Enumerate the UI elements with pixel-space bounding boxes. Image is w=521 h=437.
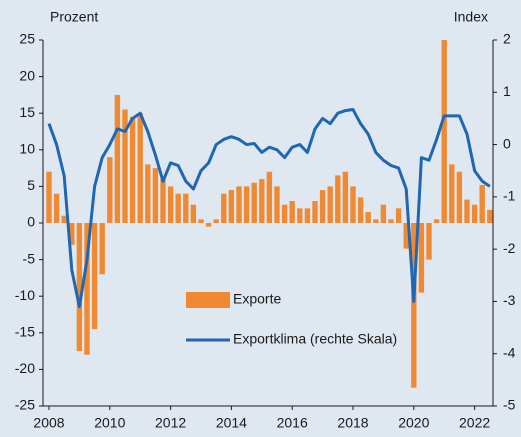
bar — [76, 223, 83, 352]
bar — [357, 197, 364, 223]
bar — [61, 215, 67, 223]
bar — [373, 219, 379, 223]
legend-label: Exportklima (rechte Skala) — [233, 331, 397, 347]
x-tick-label: 2008 — [33, 415, 64, 431]
y-tick-label: 10 — [19, 141, 35, 157]
legend-swatch — [186, 292, 230, 308]
bar — [426, 223, 432, 260]
bar — [411, 223, 417, 388]
x-tick-label: 2014 — [216, 415, 247, 431]
x-tick-label: 2010 — [94, 415, 125, 431]
bar — [122, 109, 128, 223]
bar — [114, 94, 121, 224]
x-tick-label: 2016 — [277, 415, 308, 431]
bar — [145, 164, 151, 223]
bar — [471, 204, 478, 223]
bar — [167, 186, 174, 223]
x-tick-label: 2018 — [337, 415, 368, 431]
bar — [91, 223, 98, 330]
bar — [350, 186, 356, 223]
bar — [205, 223, 212, 227]
bar — [190, 204, 197, 223]
bar — [243, 186, 250, 223]
bar — [312, 201, 318, 223]
bar — [175, 193, 181, 223]
bar — [479, 184, 485, 223]
bar — [53, 193, 60, 223]
y2-tick-label: -1 — [503, 188, 516, 204]
bar — [297, 208, 303, 223]
bar — [433, 219, 440, 223]
y-tick-label: 0 — [27, 214, 35, 230]
bar — [342, 171, 349, 223]
y-tick-label: -10 — [15, 287, 35, 303]
bar — [395, 208, 402, 223]
y2-tick-label: -2 — [503, 240, 516, 256]
bar — [487, 209, 493, 223]
bar — [84, 223, 90, 355]
bar — [236, 186, 242, 223]
y-tick-label: 25 — [19, 31, 35, 47]
bar — [464, 199, 470, 223]
bar — [274, 186, 280, 223]
bar — [251, 182, 257, 223]
bar — [137, 113, 143, 223]
bar — [259, 179, 265, 223]
bar — [441, 40, 447, 223]
y-tick-label: -25 — [15, 397, 35, 413]
y2-tick-label: 1 — [503, 83, 511, 99]
y-axis-title: Prozent — [50, 9, 98, 25]
bar — [213, 219, 219, 223]
bar — [380, 204, 387, 223]
bar — [266, 171, 273, 223]
bar — [198, 219, 204, 223]
y-tick-label: -15 — [15, 324, 35, 340]
bar — [99, 223, 105, 275]
bar — [160, 179, 166, 223]
legend-label: Exporte — [233, 291, 281, 307]
bar — [289, 201, 295, 223]
y-tick-label: 5 — [27, 177, 35, 193]
bar — [281, 204, 288, 223]
bar — [152, 168, 159, 223]
bar — [388, 219, 394, 223]
y-tick-label: 15 — [19, 104, 35, 120]
bar — [107, 157, 113, 223]
y-tick-label: -5 — [23, 250, 36, 266]
x-tick-label: 2020 — [398, 415, 429, 431]
line — [47, 108, 491, 309]
x-tick-label: 2022 — [459, 415, 490, 431]
bar — [46, 171, 52, 223]
x-tick-label: 2012 — [155, 415, 186, 431]
y-tick-label: 20 — [19, 67, 35, 83]
bar — [449, 164, 455, 223]
bar — [335, 175, 341, 223]
y2-tick-label: 0 — [503, 135, 511, 151]
bar — [304, 208, 311, 223]
bar — [456, 171, 463, 223]
bar — [183, 193, 189, 223]
y2-tick-label: -5 — [503, 397, 516, 413]
bar — [365, 212, 371, 223]
bar — [69, 223, 75, 245]
bar — [129, 116, 136, 223]
bar — [403, 223, 409, 249]
bar — [418, 223, 425, 293]
y2-axis-title: Index — [454, 9, 488, 25]
y2-tick-label: 2 — [503, 31, 511, 47]
bar — [319, 190, 326, 223]
y2-tick-label: -4 — [503, 344, 516, 360]
bar — [221, 193, 227, 223]
y2-tick-label: -3 — [503, 292, 516, 308]
bar — [327, 186, 333, 223]
bar — [228, 190, 235, 223]
y-tick-label: -20 — [15, 360, 35, 376]
